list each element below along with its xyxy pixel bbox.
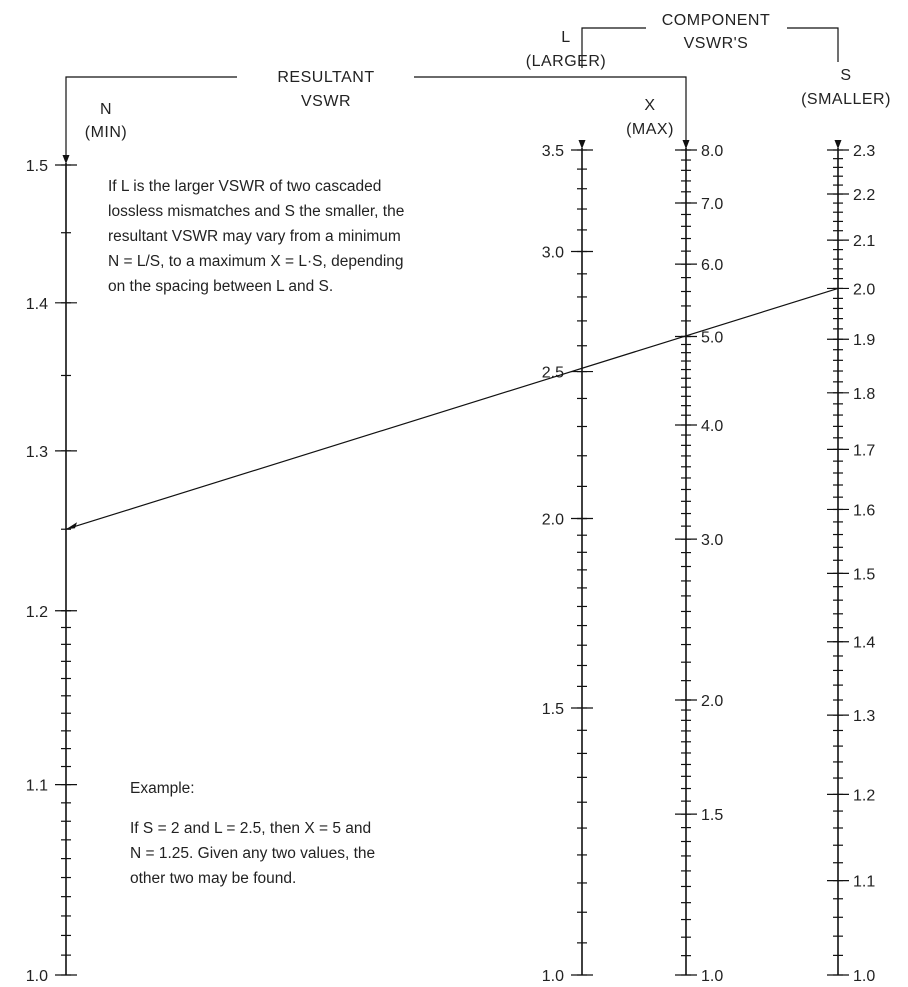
s-tick-label: 1.4 — [853, 635, 875, 652]
l-scale: 1.0 1.5 2.0 2.5 3.0 3.5 — [542, 140, 593, 985]
l-tick-label: 3.5 — [542, 143, 564, 160]
description-line: If L is the larger VSWR of two cascaded — [108, 178, 382, 195]
s-tick-label: 1.1 — [853, 874, 875, 891]
l-scale-sub: (LARGER) — [526, 53, 606, 70]
n-scale-sub: (MIN) — [85, 124, 127, 141]
n-tick-label: 1.3 — [26, 444, 48, 461]
x-scale-sub: (MAX) — [626, 121, 674, 138]
s-tick-label: 1.0 — [853, 968, 875, 985]
l-tick-label: 2.0 — [542, 512, 564, 529]
n-tick-label: 1.2 — [26, 604, 48, 621]
x-tick-label: 1.5 — [701, 807, 723, 824]
s-scale-letter: S — [840, 67, 851, 84]
n-scale: 1.0 1.1 1.2 1.3 1.4 1.5 — [26, 155, 77, 985]
s-tick-label: 1.3 — [853, 708, 875, 725]
example-arrowhead — [66, 522, 77, 530]
description-line: on the spacing between L and S. — [108, 278, 334, 295]
x-tick-label: 7.0 — [701, 196, 723, 213]
l-axis-arrow — [578, 140, 586, 149]
example-isopleth-line — [65, 287, 839, 530]
s-tick-label: 1.5 — [853, 566, 875, 583]
component-bracket — [581, 27, 839, 68]
example-title: Example: — [130, 780, 195, 797]
description-line: resultant VSWR may vary from a minimum — [108, 228, 401, 245]
x-tick-label: 1.0 — [701, 968, 723, 985]
resultant-title-line2: VSWR — [301, 93, 351, 110]
n-tick-label: 1.4 — [26, 296, 48, 313]
s-tick-label: 1.7 — [853, 442, 875, 459]
example-line: N = 1.25. Given any two values, the — [130, 845, 376, 862]
x-tick-label: 2.0 — [701, 693, 723, 710]
x-scale-letter: X — [644, 97, 655, 114]
n-axis-arrow — [62, 155, 70, 164]
s-scale: 1.0 1.1 1.2 1.3 1.4 1.5 1.6 1.7 1.8 1.9 2.0 2.1 2.2 2… — [827, 140, 875, 985]
s-tick-label: 1.8 — [853, 386, 875, 403]
s-tick-label: 2.0 — [853, 281, 875, 298]
s-tick-label: 1.6 — [853, 502, 875, 519]
description-line: N = L/S, to a maximum X = L·S, depending — [108, 253, 404, 270]
n-tick-label: 1.5 — [26, 158, 48, 175]
s-tick-label: 2.1 — [853, 233, 875, 250]
l-scale-letter: L — [561, 29, 570, 46]
x-tick-label: 4.0 — [701, 418, 723, 435]
example-text: If S = 2 and L = 2.5, then X = 5 and N =… — [130, 816, 375, 891]
n-scale-letter: N — [100, 101, 112, 118]
l-tick-label: 1.5 — [542, 701, 564, 718]
x-tick-label: 6.0 — [701, 257, 723, 274]
s-tick-label: 2.2 — [853, 187, 875, 204]
s-axis-arrow — [834, 140, 842, 149]
s-tick-label: 2.3 — [853, 143, 875, 160]
l-tick-label: 2.5 — [542, 365, 564, 382]
example-line: other two may be found. — [130, 870, 297, 887]
x-tick-label: 3.0 — [701, 532, 723, 549]
resultant-bracket — [65, 76, 687, 160]
l-tick-label: 1.0 — [542, 968, 564, 985]
s-tick-label: 1.9 — [853, 332, 875, 349]
x-tick-label: 8.0 — [701, 143, 723, 160]
description-text: If L is the larger VSWR of two cascaded … — [108, 174, 404, 299]
description-line: lossless mismatches and S the smaller, t… — [108, 203, 405, 220]
component-title-line2: VSWR'S — [684, 35, 749, 52]
resultant-title-line1: RESULTANT — [277, 69, 374, 86]
n-tick-label: 1.0 — [26, 968, 48, 985]
example-line: If S = 2 and L = 2.5, then X = 5 and — [130, 820, 372, 837]
x-axis-arrow — [682, 140, 690, 149]
x-tick-label: 5.0 — [701, 329, 723, 346]
l-tick-label: 3.0 — [542, 245, 564, 262]
s-scale-sub: (SMALLER) — [801, 91, 891, 108]
x-scale: 1.0 1.5 2.0 3.0 4.0 5.0 6.0 7.0 8.0 — [675, 140, 723, 985]
s-tick-label: 1.2 — [853, 787, 875, 804]
component-title-line1: COMPONENT — [662, 12, 771, 29]
n-tick-label: 1.1 — [26, 778, 48, 795]
